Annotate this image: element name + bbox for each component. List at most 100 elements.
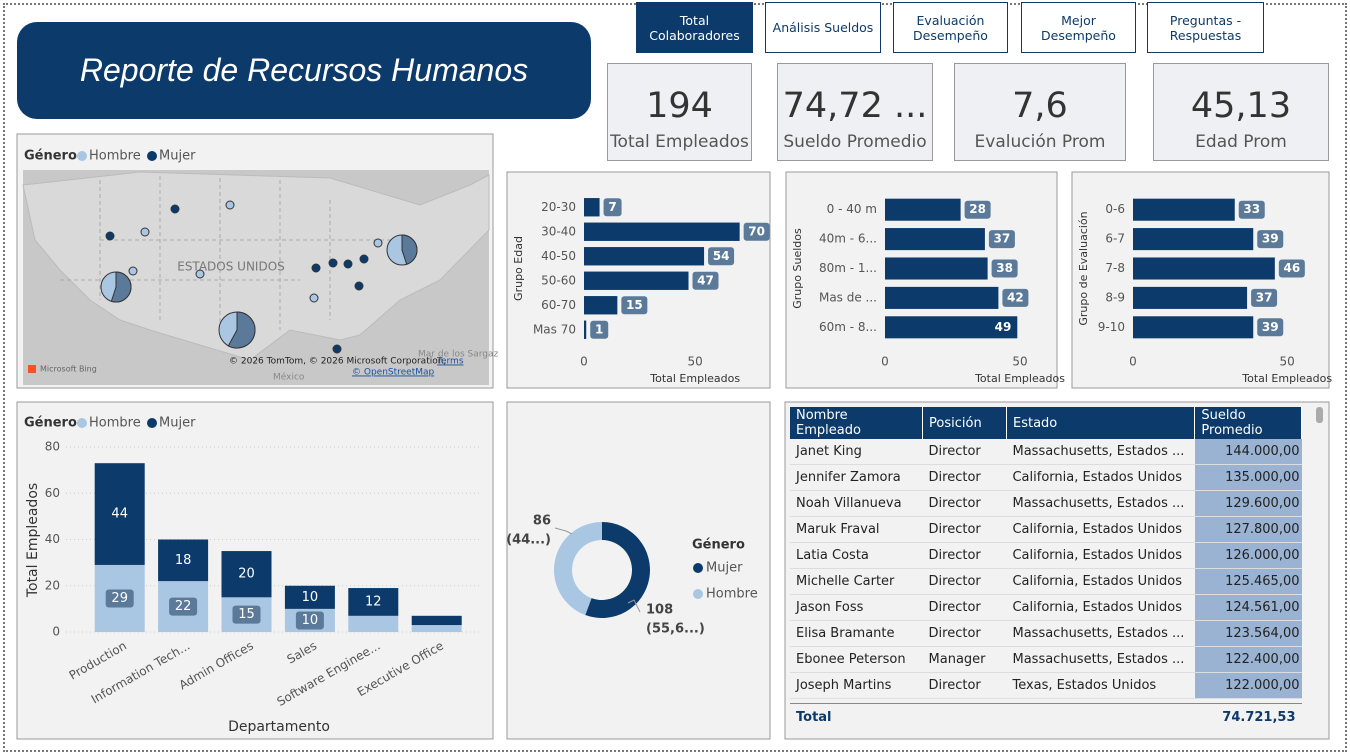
table-cell: 126.000,00 xyxy=(1194,542,1302,569)
table-row: Elisa Bramante Director Massachusetts, Est… xyxy=(790,620,1302,647)
table-header-row: Nombre Empleado Posición Estado Sueldo Prom… xyxy=(790,407,1302,439)
table-cell: 129.600,00 xyxy=(1194,490,1302,517)
legend-title: Género xyxy=(24,416,77,431)
value-label: 70 xyxy=(748,224,765,238)
bar xyxy=(1133,228,1254,251)
bar-segment xyxy=(284,585,335,609)
y-axis-label: Grupo de Evaluación xyxy=(1077,211,1090,325)
kpi-card: 74,72 ... Sueldo Promedio xyxy=(777,63,933,161)
bar xyxy=(584,247,705,266)
nav-button[interactable]: Evaluación Desempeño xyxy=(893,2,1008,53)
bar xyxy=(1133,316,1254,339)
value-label-bg xyxy=(295,611,324,630)
y-axis-label: Grupo Edad xyxy=(512,236,525,301)
map-terms: Terms xyxy=(436,357,464,367)
bar-segment xyxy=(348,615,399,632)
value-label: 39 xyxy=(1262,232,1279,246)
value-label: 20 xyxy=(238,567,255,582)
kpi-card: 45,13 Edad Prom xyxy=(1153,63,1329,161)
nav-button[interactable]: Análisis Sueldos xyxy=(765,2,881,53)
value-label: 22 xyxy=(175,599,192,614)
table-cell: 135.000,00 xyxy=(1194,464,1302,491)
table-cell: Texas, Estados Unidos xyxy=(1006,672,1195,699)
value-label: 15 xyxy=(238,607,255,622)
nav-button[interactable]: Mejor Desempeño xyxy=(1021,2,1136,53)
nav-button[interactable]: Preguntas - Respuestas xyxy=(1147,2,1264,53)
leader-line xyxy=(627,599,641,613)
kpi-label: Evalución Prom xyxy=(974,132,1106,152)
value-label-bg xyxy=(1257,230,1284,249)
bar-segment xyxy=(348,588,399,616)
value-label: 46 xyxy=(1283,261,1300,275)
value-label: 86 xyxy=(533,514,551,529)
legend-label: Mujer xyxy=(159,149,196,164)
value-label-bg xyxy=(169,597,198,616)
kpi-value: 7,6 xyxy=(1012,86,1068,126)
nav-button[interactable]: Total Colaboradores xyxy=(636,2,753,53)
map-label: Mar de los Sargaz xyxy=(418,350,499,360)
table-cell: Director xyxy=(922,439,1007,465)
table-cell: Director xyxy=(922,516,1007,543)
value-label: 29 xyxy=(111,591,128,606)
value-label-bg xyxy=(621,296,648,315)
column-header: Estado xyxy=(1006,407,1196,439)
map-country-label: ESTADOS UNIDOS xyxy=(177,260,285,274)
value-label-bg xyxy=(692,271,719,290)
map-bubble xyxy=(105,231,115,241)
map-bubble xyxy=(140,227,150,237)
category-label: 50-60 xyxy=(541,273,576,287)
table-cell: Massachusetts, Estados ... xyxy=(1006,439,1195,465)
category-label: 80m - 1... xyxy=(819,261,877,275)
column-header: Nombre Empleado xyxy=(790,407,924,439)
legend-title: Género xyxy=(692,538,745,553)
value-label-bg xyxy=(1002,288,1029,307)
percent-label: (44...) xyxy=(506,533,551,548)
value-label: 28 xyxy=(969,202,986,216)
bar xyxy=(1133,198,1235,221)
table-row: Ebonee Peterson Manager Massachusetts, Est… xyxy=(790,646,1302,673)
table-cell: Director xyxy=(922,594,1007,621)
table-cell: 124.561,00 xyxy=(1194,594,1302,621)
kpi-card: 7,6 Evalución Prom xyxy=(954,63,1126,161)
kpi-card: 194 Total Empleados xyxy=(607,63,752,161)
value-label: 108 xyxy=(646,603,673,618)
map-osm: © OpenStreetMap xyxy=(352,368,435,378)
map-label: México xyxy=(273,372,305,383)
map-bubble-slice xyxy=(110,271,132,303)
value-label-bg xyxy=(105,589,134,608)
value-label: 54 xyxy=(713,249,730,263)
donut-slice xyxy=(554,522,602,615)
value-label: 18 xyxy=(175,553,192,568)
category-label: Mas de ... xyxy=(819,290,877,304)
map-bubble-slice xyxy=(227,311,256,349)
value-label: 7 xyxy=(608,200,616,214)
value-label: 10 xyxy=(302,613,319,628)
table-cell: Janet King xyxy=(790,439,923,465)
value-label-bg xyxy=(708,247,735,266)
category-label: Mas 70 xyxy=(533,322,576,336)
value-label-bg xyxy=(991,259,1018,278)
table-cell: Manager xyxy=(922,646,1007,673)
category-label: 40-50 xyxy=(541,249,576,263)
category-label: 0 - 40 m xyxy=(827,202,877,216)
total-label: Total xyxy=(790,703,1195,730)
table-cell: California, Estados Unidos xyxy=(1006,464,1195,491)
x-axis-label: Total Empleados xyxy=(974,372,1065,385)
kpi-label: Edad Prom xyxy=(1195,132,1287,152)
table-cell: 122.400,00 xyxy=(1194,646,1302,673)
value-label-bg xyxy=(1257,318,1284,337)
table-cell: California, Estados Unidos xyxy=(1006,516,1195,543)
legend-marker xyxy=(693,589,703,599)
value-label: 39 xyxy=(1262,320,1279,334)
kpi-value: 74,72 ... xyxy=(782,86,928,126)
bar-segment xyxy=(221,551,272,598)
table-cell: Massachusetts, Estados ... xyxy=(1006,646,1195,673)
x-tick-label: 50 xyxy=(688,355,703,369)
value-label-bg xyxy=(1238,200,1265,219)
value-label: 44 xyxy=(111,507,128,522)
table-cell: 144.000,00 xyxy=(1194,439,1302,465)
bar xyxy=(885,257,988,280)
y-tick-label: 60 xyxy=(45,486,60,500)
donut-slice xyxy=(585,522,651,618)
value-label-bg xyxy=(232,605,261,624)
